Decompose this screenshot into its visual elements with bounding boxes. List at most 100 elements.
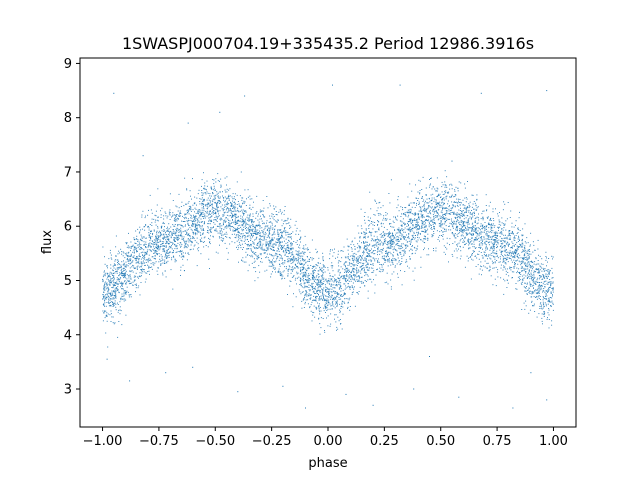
data-point: [457, 245, 458, 247]
data-point: [451, 225, 453, 227]
data-point: [212, 199, 214, 201]
data-point: [248, 207, 250, 209]
data-point: [150, 230, 152, 232]
data-point: [212, 192, 213, 193]
data-point: [395, 234, 396, 236]
data-point: [459, 230, 461, 232]
data-point: [524, 262, 526, 264]
data-point: [308, 273, 310, 275]
data-point: [228, 210, 230, 212]
data-point: [215, 228, 217, 230]
data-point: [269, 253, 271, 255]
data-point: [117, 267, 119, 268]
data-point: [334, 307, 336, 309]
data-point: [408, 228, 410, 230]
data-point: [552, 303, 554, 305]
data-point: [292, 258, 294, 260]
data-point: [423, 231, 425, 233]
data-point: [193, 232, 194, 234]
data-point: [382, 249, 384, 251]
data-point: [446, 212, 448, 214]
data-point: [486, 225, 488, 227]
data-point: [400, 224, 402, 226]
data-point: [458, 242, 460, 244]
data-point: [145, 241, 147, 243]
data-point: [405, 223, 407, 225]
data-point: [288, 246, 290, 248]
data-point: [228, 203, 230, 205]
data-point: [432, 221, 434, 223]
data-point: [322, 283, 324, 284]
data-point: [252, 232, 254, 234]
data-point: [510, 269, 512, 271]
data-point: [134, 279, 136, 281]
data-point: [432, 214, 434, 216]
data-point: [284, 206, 286, 207]
data-point: [277, 233, 279, 235]
data-point: [388, 251, 390, 253]
data-point: [242, 202, 244, 204]
data-point: [388, 247, 389, 249]
data-point: [176, 237, 178, 239]
data-point: [106, 272, 108, 274]
data-point: [287, 244, 289, 246]
data-point: [140, 238, 142, 240]
data-point: [151, 236, 153, 238]
data-point: [145, 224, 147, 226]
data-point: [342, 278, 344, 280]
data-point: [232, 208, 233, 209]
data-point: [143, 269, 144, 271]
data-point: [472, 253, 473, 254]
data-point: [141, 236, 143, 238]
data-point: [494, 262, 496, 264]
data-point: [517, 238, 519, 240]
data-point: [272, 271, 273, 273]
data-point: [369, 259, 371, 261]
data-point: [276, 253, 278, 255]
data-point: [494, 241, 496, 243]
data-point: [405, 246, 407, 248]
data-point: [343, 263, 345, 265]
data-point: [257, 233, 259, 235]
data-point: [123, 269, 125, 271]
data-point: [423, 221, 425, 223]
data-point: [493, 244, 495, 246]
data-point: [460, 182, 462, 184]
data-point: [349, 309, 351, 311]
data-point: [213, 210, 215, 212]
data-point: [490, 230, 492, 232]
data-point: [194, 207, 196, 209]
data-point: [311, 320, 313, 322]
data-point: [551, 287, 553, 289]
data-point: [219, 191, 221, 193]
data-point: [495, 285, 497, 287]
data-point: [363, 242, 364, 243]
data-point: [161, 243, 163, 245]
data-point: [157, 267, 159, 269]
data-point: [268, 230, 270, 232]
data-point: [318, 284, 320, 286]
data-point: [207, 204, 209, 205]
data-point: [297, 254, 299, 256]
data-point: [518, 246, 520, 247]
data-point: [339, 312, 341, 314]
data-point: [433, 208, 435, 210]
data-point: [535, 257, 537, 259]
data-point: [156, 204, 158, 206]
data-point: [352, 267, 354, 269]
data-point: [222, 234, 224, 236]
data-point: [346, 274, 348, 276]
data-point: [385, 240, 387, 242]
data-point: [527, 266, 529, 268]
data-point: [346, 256, 348, 258]
data-point: [342, 306, 344, 308]
data-point: [410, 241, 412, 243]
data-point: [329, 258, 331, 260]
data-point: [205, 193, 207, 195]
data-point: [499, 256, 501, 258]
data-point: [469, 233, 471, 235]
data-point: [141, 272, 143, 274]
data-point: [505, 252, 507, 254]
data-point: [252, 228, 254, 230]
data-point: [263, 207, 265, 209]
